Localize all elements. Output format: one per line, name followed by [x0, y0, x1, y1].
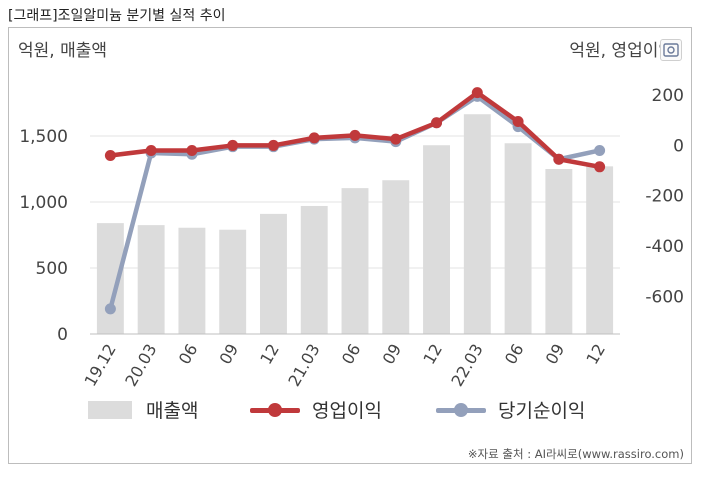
operating-profit-point [553, 153, 565, 165]
legend-item-sales: 매출액 [88, 396, 198, 423]
bar-sales [382, 180, 410, 334]
chart-canvas: 0 500 1,000 1,500 -600 -400 -200 0 200 19.12 20.03… [19, 86, 684, 390]
x-axis-tick-label: 12 [582, 341, 609, 368]
operating-profit-point [267, 139, 279, 151]
left-axis-tick-label: 1,000 [19, 193, 68, 213]
operating-profit-point [594, 161, 606, 173]
legend-item-operating-profit: 영업이익 [250, 396, 382, 423]
operating-profit-point [512, 116, 524, 128]
bar-sales [137, 225, 165, 334]
legend-label-net-income: 당기순이익 [498, 400, 586, 422]
image-settings-icon[interactable] [660, 39, 682, 61]
legend-label-sales: 매출액 [146, 400, 199, 422]
right-axis-tick-label: -200 [645, 187, 684, 207]
right-axis-tick-label: 0 [673, 136, 684, 156]
bar-sales [423, 145, 450, 334]
x-axis-tick-label: 12 [419, 341, 446, 368]
right-axis-unit: 억원, 영업이익 [569, 41, 674, 61]
net-income-point [594, 144, 606, 156]
operating-profit-point [308, 132, 320, 144]
legend-swatch-operating-profit [250, 400, 300, 420]
operating-profit-point [349, 129, 361, 141]
bar-sales [219, 229, 247, 334]
left-axis-tick-label: 500 [36, 259, 68, 279]
legend-item-net-income: 당기순이익 [436, 396, 585, 423]
right-axis-tick-label: 200 [652, 86, 684, 106]
operating-profit-point [431, 117, 443, 129]
bar-sales [178, 227, 206, 334]
operating-profit-point [104, 149, 116, 161]
operating-profit-point [390, 133, 402, 145]
x-axis-tick-label: 20.03 [121, 341, 160, 390]
operating-profit-point [186, 144, 198, 156]
x-axis-tick-label: 19.12 [80, 341, 119, 390]
right-axis-tick-label: -400 [645, 237, 684, 257]
x-axis-tick-label: 09 [216, 341, 243, 368]
bar-sales [341, 188, 369, 334]
left-axis-unit: 억원, 매출액 [18, 41, 108, 61]
operating-profit-point [145, 144, 157, 156]
legend-swatch-sales [88, 400, 132, 419]
right-axis-tick-label: -600 [645, 287, 684, 307]
bar-sales [300, 205, 328, 334]
x-axis-tick-label: 09 [542, 341, 569, 368]
bar-sales [504, 143, 532, 334]
x-axis-tick-label: 06 [338, 341, 365, 368]
chart-frame [8, 27, 692, 464]
x-axis-tick-label: 06 [501, 341, 528, 368]
left-axis-tick-label: 0 [57, 325, 68, 345]
x-axis-tick-label: 21.03 [284, 341, 323, 390]
x-axis-tick-label: 09 [379, 341, 406, 368]
chart-legend: 매출액 영업이익 당기순이익 [0, 396, 712, 432]
x-axis-tick-label: 06 [175, 341, 202, 368]
operating-profit-point [227, 139, 239, 151]
x-axis-tick-label: 12 [256, 341, 283, 368]
chart-caption: [그래프]조일알미늄 분기별 실적 추이 [8, 8, 226, 24]
left-axis-tick-label: 1,500 [19, 127, 68, 147]
source-note: ※자료 출처 : AI라씨로(www.rassiro.com) [467, 447, 684, 461]
bar-sales [586, 166, 614, 334]
bar-sales [463, 114, 491, 334]
legend-swatch-net-income [436, 400, 486, 420]
image-settings-glyph [663, 43, 679, 57]
bar-sales [545, 169, 573, 334]
legend-label-operating-profit: 영업이익 [312, 400, 382, 422]
bar-sales [260, 213, 287, 334]
operating-profit-point [471, 87, 483, 99]
net-income-point [104, 303, 116, 315]
x-axis-tick-label: 22.03 [447, 341, 486, 390]
